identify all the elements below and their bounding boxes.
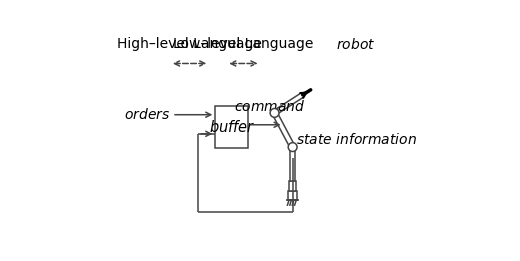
Text: $\it{command}$: $\it{command}$ (235, 99, 306, 114)
Text: $\it{orders}$: $\it{orders}$ (124, 107, 171, 122)
Circle shape (270, 109, 279, 117)
Bar (290, 147, 295, 181)
Text: $\it{state\ information}$: $\it{state\ information}$ (296, 132, 417, 147)
Text: High–level Language: High–level Language (117, 37, 262, 51)
Bar (290, 181, 296, 191)
Text: $\it{robot}$: $\it{robot}$ (336, 37, 375, 52)
Bar (215, 106, 249, 148)
Text: Low–level Language: Low–level Language (173, 37, 314, 51)
Bar (288, 191, 297, 200)
Circle shape (288, 143, 297, 151)
Text: $\it{buffer}$: $\it{buffer}$ (209, 119, 255, 135)
